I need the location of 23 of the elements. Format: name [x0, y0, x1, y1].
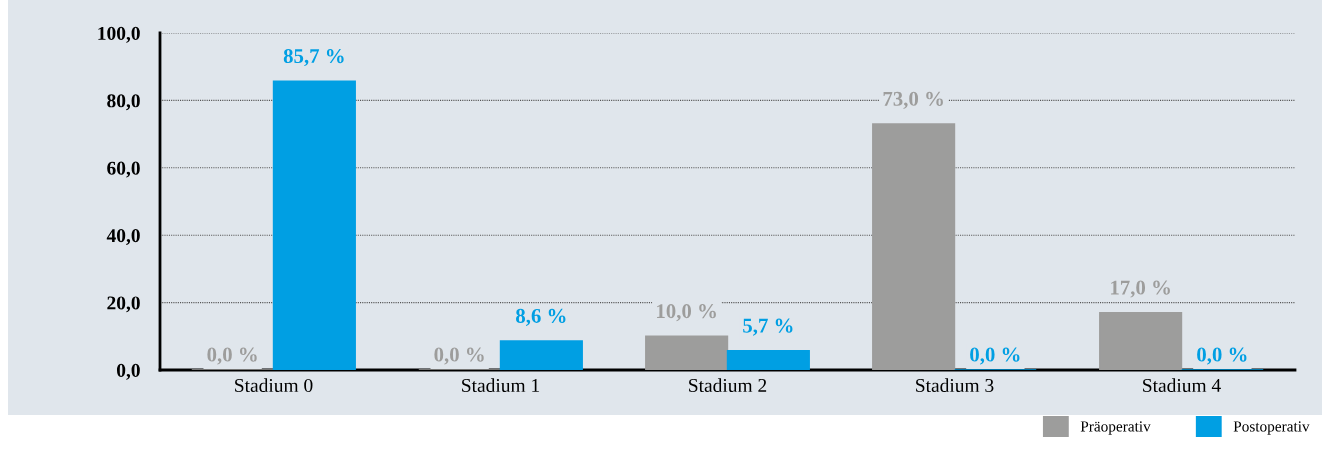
x-tick-label: Stadium 2	[689, 378, 767, 393]
data-label: 73,0 %	[883, 91, 943, 109]
y-tick-label: 0,0	[116, 363, 140, 380]
data-label: 10,0 %	[657, 304, 716, 322]
y-tick-label: 60,0	[107, 161, 140, 178]
data-label: 8,6 %	[516, 308, 566, 326]
data-label: 5,7 %	[743, 318, 793, 336]
y-tick-label: 20,0	[107, 296, 140, 313]
y-tick-label: 80,0	[107, 94, 140, 111]
data-label: 85,7 %	[283, 49, 344, 67]
data-label: 0,0 %	[434, 347, 484, 365]
x-tick-label: Stadium 3	[916, 378, 994, 393]
data-label: 0,0 %	[1197, 347, 1247, 365]
x-tick-label: Stadium 1	[462, 378, 540, 393]
legend-label: Postoperativ	[1233, 421, 1310, 435]
data-label: 17,0 %	[1111, 280, 1170, 298]
y-tick-label: 100,0	[98, 26, 140, 43]
x-tick-label: Stadium 0	[235, 378, 313, 393]
data-label: 0,0 %	[970, 347, 1020, 365]
legend-label: Präoperativ	[1080, 421, 1151, 435]
x-tick-label: Stadium 4	[1143, 378, 1221, 393]
y-tick-label: 40,0	[106, 229, 140, 245]
data-label: 0,0 %	[207, 347, 257, 365]
